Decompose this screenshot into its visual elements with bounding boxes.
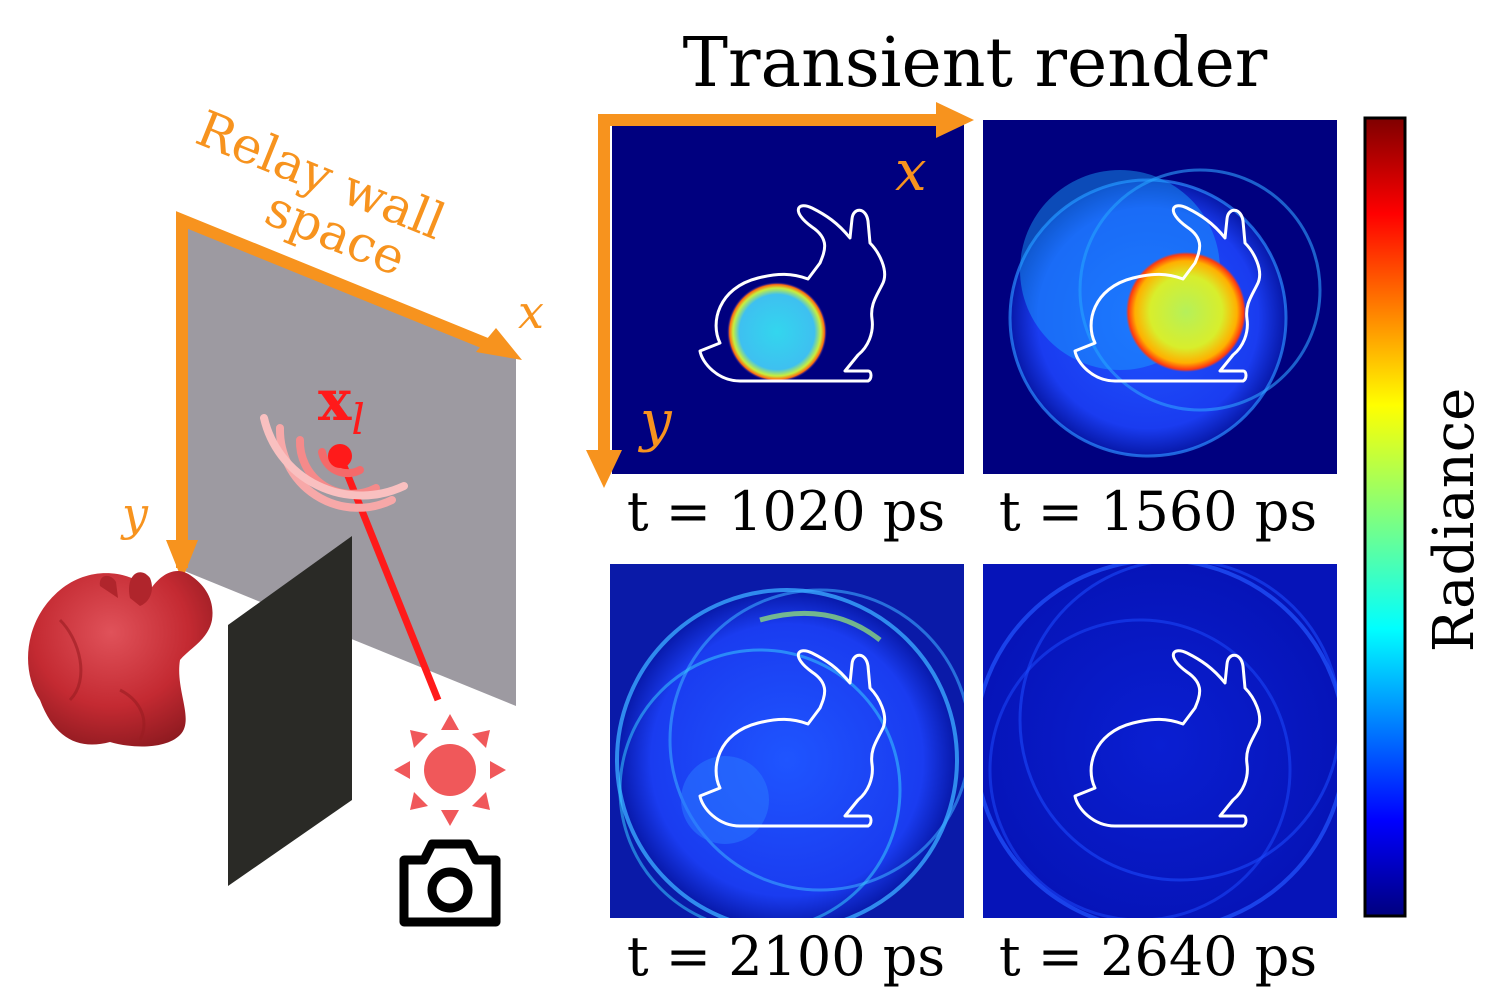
occluder bbox=[228, 536, 352, 886]
light-point-symbol: x bbox=[318, 368, 352, 434]
relay-y-arrowhead bbox=[166, 540, 198, 580]
render-axis-y-label: y bbox=[637, 389, 673, 454]
relay-axis-x-label: x bbox=[518, 285, 544, 339]
emission-waves bbox=[260, 414, 408, 512]
render-x-arrowhead bbox=[936, 102, 974, 138]
light-point-subscript: l bbox=[351, 395, 364, 444]
render-panel-3 bbox=[610, 564, 964, 918]
render-axes: x y bbox=[586, 102, 974, 488]
render-panel-2 bbox=[983, 120, 1337, 474]
colorbar: Radiance bbox=[1363, 116, 1487, 918]
bunny-icon bbox=[28, 570, 213, 747]
camera-icon bbox=[399, 839, 501, 927]
light-point-label: xl bbox=[318, 368, 365, 444]
figure-title: Transient render bbox=[683, 24, 1268, 103]
panel-4-time-label: t = 2640 ps bbox=[999, 925, 1317, 988]
render-panel-1 bbox=[612, 122, 964, 474]
panel-1-time-label: t = 1020 ps bbox=[627, 480, 945, 543]
relay-wall-axes bbox=[176, 211, 495, 568]
colorbar-label: Radiance bbox=[1422, 388, 1487, 653]
render-y-arrowhead bbox=[586, 450, 622, 488]
light-point bbox=[328, 444, 352, 468]
panel-2-time-label: t = 1560 ps bbox=[999, 480, 1317, 543]
render-panel-4 bbox=[983, 564, 1337, 918]
sun-icon bbox=[394, 714, 506, 826]
render-axis-x-label: x bbox=[895, 139, 927, 204]
relay-axis-y-label: y bbox=[120, 487, 149, 541]
relay-x-arrowhead bbox=[476, 328, 522, 360]
colorbar-gradient bbox=[1363, 116, 1407, 918]
panel-3-time-label: t = 2100 ps bbox=[627, 925, 945, 988]
scene-illustration: Relay wall space x y xl bbox=[28, 99, 544, 927]
